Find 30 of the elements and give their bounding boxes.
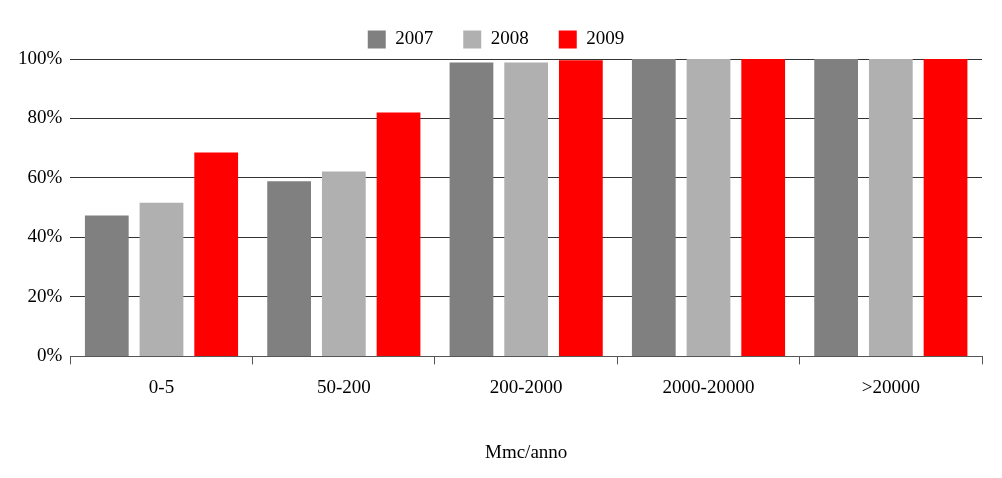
y-tick-label: 60% bbox=[27, 165, 63, 187]
bar bbox=[923, 59, 968, 356]
x-axis-title: Mmc/anno bbox=[485, 440, 568, 462]
bar bbox=[267, 181, 312, 356]
y-tick-label: 20% bbox=[27, 284, 63, 306]
bar bbox=[814, 59, 859, 356]
y-tick-label: 40% bbox=[27, 225, 63, 247]
x-tick-label: 200-2000 bbox=[489, 375, 563, 397]
bar bbox=[194, 152, 239, 356]
x-tick-label: 2000-20000 bbox=[662, 375, 755, 397]
bar bbox=[139, 202, 184, 356]
y-tick-label: 100% bbox=[18, 46, 63, 68]
x-tick-label: 0-5 bbox=[148, 375, 175, 397]
bar bbox=[84, 215, 129, 356]
legend-label: 2009 bbox=[586, 27, 625, 49]
bar bbox=[558, 60, 603, 356]
x-tick-label: >20000 bbox=[861, 375, 920, 397]
bar bbox=[741, 59, 786, 356]
bar bbox=[504, 62, 549, 356]
bar bbox=[868, 59, 913, 356]
y-tick-label: 80% bbox=[27, 106, 63, 128]
y-tick-label: 0% bbox=[37, 344, 63, 366]
bar bbox=[321, 171, 366, 356]
legend-label: 2007 bbox=[395, 27, 434, 49]
legend-label: 2008 bbox=[490, 27, 529, 49]
bar bbox=[449, 62, 494, 356]
bar bbox=[376, 112, 421, 356]
bar bbox=[686, 59, 731, 356]
x-tick-label: 50-200 bbox=[316, 375, 371, 397]
bar bbox=[631, 59, 676, 356]
